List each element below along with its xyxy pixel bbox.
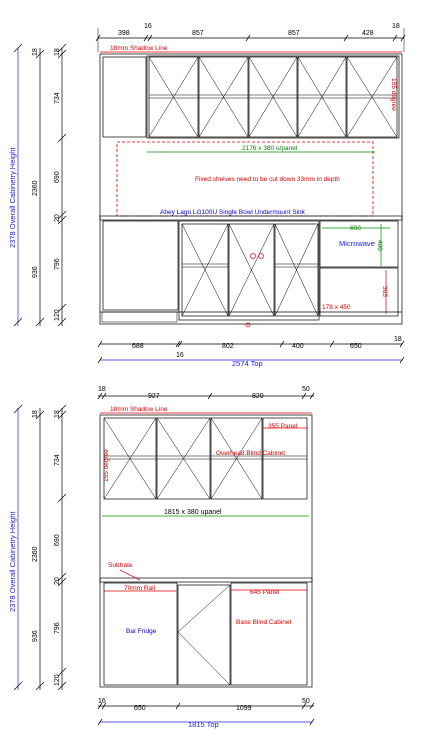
e1-dim-bottom-1: 802: [222, 343, 234, 350]
e1-dim-left-7: 2360: [32, 180, 39, 196]
e1-upanel-label: 2176 x 380 u/panel: [242, 145, 298, 152]
e2-dim-left-4: 936: [32, 630, 39, 642]
elevation-1: 398 16 857 857 428 18 18mm Shadow Line: [8, 23, 406, 368]
e2-outer-frame: [99, 414, 313, 688]
e2-fridge-label: Bar Fridge: [126, 628, 157, 635]
e2-dim-top-3: 50: [302, 386, 310, 393]
e1-microwave-height: 400: [376, 240, 383, 251]
e1-dim-top-5: 18: [392, 23, 400, 30]
e2-dim-bottom-2: 1099: [236, 705, 252, 712]
e2-dim-left-8: 18: [32, 410, 39, 418]
e2-panel-645: 645 Panel: [250, 589, 280, 596]
e2-dim-bottom-0: 16: [98, 698, 106, 705]
e2-dim-bottom-1: 650: [134, 705, 146, 712]
e2-top-dimension-line: [97, 392, 315, 400]
e2-left-dimensions: [13, 404, 67, 691]
e2-blind-panel: [230, 582, 308, 686]
e2-dim-left-1: 734: [54, 454, 61, 466]
e2-dim-left-2: 690: [54, 534, 61, 546]
e1-bottom-dimension-line: [97, 340, 405, 364]
e1-shelf-note: Fixed shelves need to be cut down 33mm i…: [195, 176, 340, 183]
e1-tap-icon-2: [258, 253, 264, 259]
e1-dim-left-5: 796: [54, 258, 61, 270]
e1-dim-left-2: 690: [54, 171, 61, 183]
e1-dim-bottom-2: 400: [292, 343, 304, 350]
e1-upper-cabinets: [146, 55, 400, 139]
e1-drawer-box: [319, 267, 399, 317]
e2-dim-top-2: 820: [252, 393, 264, 400]
e1-microwave-width: 600: [350, 225, 361, 232]
e2-base-label: Base Blind Cabinet: [236, 619, 291, 626]
e1-dim-left-3: 20: [54, 214, 61, 222]
e2-subtrate-label: Subtrate: [108, 562, 133, 569]
e2-rail-label: 70mm Rail: [124, 585, 156, 592]
e2-bar-fridge: [103, 582, 178, 686]
e2-angle-note: 155 degree: [103, 449, 110, 482]
e2-overhead-label: Overhead Blind Cabinet: [216, 450, 285, 457]
e2-dim-left-6: 120: [54, 674, 61, 686]
e2-dim-left-5: 796: [54, 622, 61, 634]
e2-subtrate-leader: [119, 569, 141, 581]
e2-bottom-dimension-line: [97, 702, 315, 726]
e1-base-left-door: [102, 220, 179, 311]
e1-dim-top-4: 428: [362, 30, 374, 37]
e2-dim-top-1: 927: [148, 393, 160, 400]
e1-dim-left-4: 936: [32, 266, 39, 278]
e1-top-dimension-line: [95, 28, 406, 52]
e2-total-top: 1815 Top: [188, 720, 219, 729]
e1-dim-left-6: 120: [54, 309, 61, 321]
e1-angle-note: 155 degree: [390, 78, 397, 111]
e1-dim-bottom-4: 18: [394, 336, 402, 343]
e1-upper-doors: [148, 56, 398, 138]
e1-microwave-label: Microwave: [339, 239, 375, 248]
e1-upper-left-door: [102, 56, 147, 138]
e2-benchtop: [99, 577, 313, 583]
e1-dim-top-1: 16: [144, 23, 152, 30]
e1-benchtop: [99, 215, 403, 221]
e2-dim-left-3: 20: [54, 577, 61, 585]
e2-dim-top-0: 18: [98, 386, 106, 393]
e1-dim-left-8: 18: [32, 48, 39, 56]
e2-panel-355: 355 Panel: [268, 423, 298, 430]
e1-dim-top-3: 857: [288, 30, 300, 37]
e2-dim-left-0: 18: [54, 410, 61, 418]
e1-dim-bottom-5: 16: [176, 352, 184, 359]
e1-microwave-box: [319, 220, 399, 268]
e2-dim-bottom-3: 50: [302, 698, 310, 705]
e1-dim-top-2: 857: [192, 30, 204, 37]
e1-outer-frame: [99, 53, 403, 325]
e1-overall-height: 2378 Overall Cabinetry Height: [8, 147, 17, 248]
e1-panel-size: 178 x 450: [322, 304, 351, 311]
e2-upanel-label: 1815 x 380 upanel: [164, 509, 222, 516]
e2-overall-height: 2378 Overall Cabinetry Height: [8, 511, 17, 612]
e1-dim-bottom-0: 688: [132, 343, 144, 350]
e1-total-top: 2574 Top: [232, 359, 263, 368]
e1-marker-icon: [245, 322, 251, 328]
e1-base-sink-cabinet: [178, 220, 320, 321]
e1-base-doors: [181, 223, 319, 317]
e1-shadow-line-label: 18mm Shadow Line: [110, 45, 168, 52]
e2-base-door: [177, 584, 231, 686]
e1-left-dimensions: [13, 43, 67, 327]
e1-dim-left-0: 18: [54, 48, 61, 56]
elevation-2: 18 927 820 50 18mm Shadow Line 355 Panel…: [8, 386, 315, 729]
e2-upper-doors: [103, 417, 308, 500]
e1-dim-left-1: 734: [54, 92, 61, 104]
e1-kickboard: [101, 311, 178, 323]
e1-drawer-height: 363: [381, 286, 388, 297]
e2-dim-left-7: 2360: [32, 546, 39, 562]
e1-dim-bottom-3: 650: [350, 343, 362, 350]
e1-tap-icon: [250, 253, 256, 259]
e2-shadow-line-label: 18mm Shadow Line: [110, 406, 168, 413]
e1-dim-top-0: 398: [118, 30, 130, 37]
e1-sink-note: Abey Lago LG100U Single Bowl Undermount …: [160, 209, 306, 216]
